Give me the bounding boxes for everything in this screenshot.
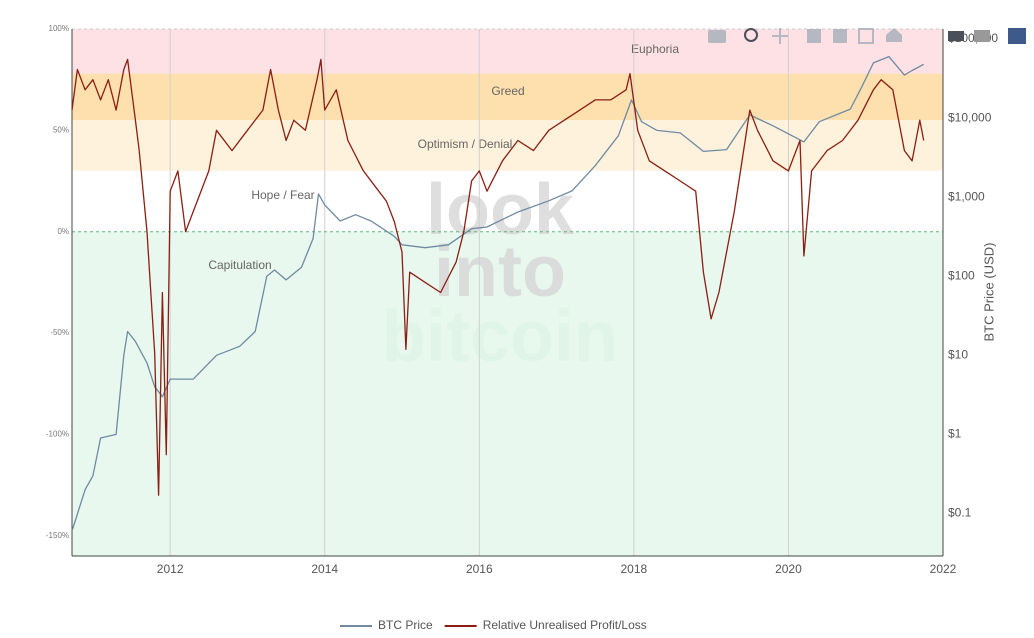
zone-band [72, 29, 943, 74]
y2-tick-label: $10 [948, 348, 968, 362]
x-tick-label: 2016 [466, 562, 493, 576]
series-line [71, 55, 925, 532]
autoscale-icon[interactable] [858, 28, 874, 44]
y-tick-label: 0% [57, 227, 69, 236]
zone-band [72, 231, 943, 556]
zone-label: Capitulation [208, 258, 271, 272]
watermark: into [434, 232, 566, 312]
x-tick-label: 2020 [775, 562, 802, 576]
zone-label: Optimism / Denial [418, 137, 513, 151]
legend-label: BTC Price [378, 618, 433, 632]
y2-tick-label: $1 [948, 427, 962, 441]
zone-label: Hope / Fear [251, 188, 314, 202]
zone-band [72, 170, 943, 232]
hover-icon[interactable] [974, 30, 990, 42]
legend-item: Relative Unrealised Profit/Loss [444, 618, 647, 632]
y2-tick-label: $100 [948, 268, 975, 282]
watermark: bitcoin [382, 297, 618, 377]
zoom-out-icon[interactable] [833, 29, 847, 43]
y2-axis-title: BTC Price (USD) [981, 243, 996, 342]
y-tick-label: 100% [49, 24, 69, 33]
plotly-logo[interactable] [1008, 28, 1026, 44]
zoom-in-icon[interactable] [807, 29, 821, 43]
x-tick-label: 2014 [311, 562, 338, 576]
x-tick-label: 2018 [621, 562, 648, 576]
zone-label: Euphoria [631, 42, 679, 56]
x-tick-label: 2012 [157, 562, 184, 576]
spike-icon[interactable] [948, 31, 964, 41]
y2-tick-label: $0.1 [948, 506, 972, 520]
toolbar [708, 28, 1026, 44]
y-tick-label: -150% [46, 531, 69, 540]
reset-icon[interactable] [886, 28, 902, 42]
pan-icon[interactable] [772, 28, 788, 44]
y2-tick-label: $10,000 [948, 110, 992, 124]
y-tick-label: 50% [53, 125, 69, 134]
zone-band [72, 73, 943, 121]
x-tick-label: 2022 [930, 562, 957, 576]
zone-label: Greed [491, 84, 524, 98]
y-tick-label: -100% [46, 429, 69, 438]
y-tick-label: -50% [50, 328, 69, 337]
legend-label: Relative Unrealised Profit/Loss [483, 618, 647, 632]
camera-icon[interactable] [708, 30, 726, 43]
y2-tick-label: $1,000 [948, 189, 985, 203]
series-line [71, 58, 925, 496]
legend-item: BTC Price [340, 618, 433, 632]
watermark: look [426, 170, 575, 250]
zoom-icon[interactable] [744, 28, 758, 42]
